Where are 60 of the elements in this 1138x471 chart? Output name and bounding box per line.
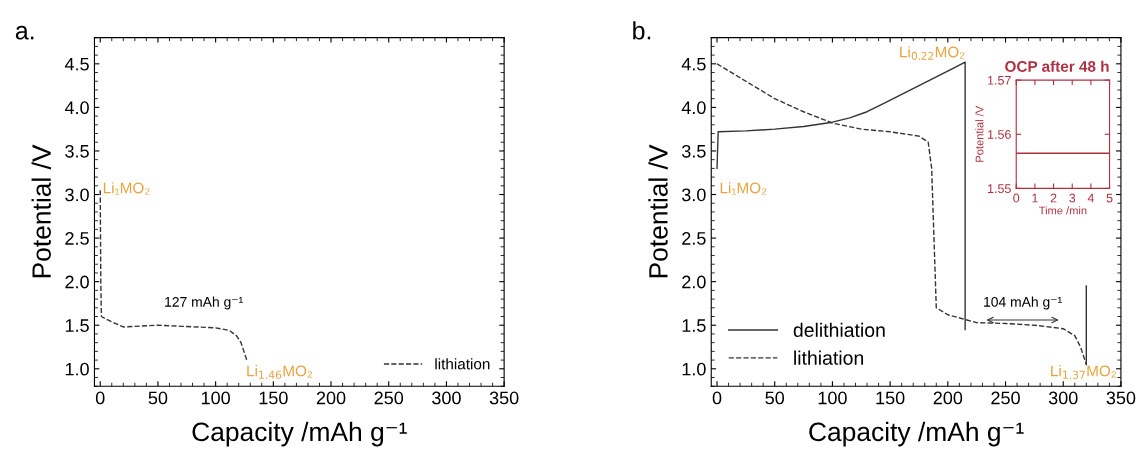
y-tick-label: 4.5 [64,57,89,71]
y-tick-label: 2.0 [65,275,89,289]
x-tick-label: 200 [316,391,346,405]
x-tick-label: 5 [1106,193,1113,203]
annotation: Li$_{0.22}$MO₂ [900,46,965,60]
y-tick-label: 4.0 [681,101,706,115]
annotation: 127 mAh g⁻¹ [165,296,243,310]
y-tick-label: 1.0 [682,362,706,376]
annotation: 104 mAh g⁻¹ [984,296,1062,310]
x-tick-label: 50 [148,391,168,405]
x-axis-title: Time /min [1038,206,1087,215]
x-axis-title: Capacity /mAh g⁻¹ [809,421,1024,447]
y-tick-label: 2.0 [682,275,706,289]
chart-title: a. [15,25,34,40]
x-tick-label: 1 [1032,193,1038,203]
annotation: Li$_{1.46}$MO₂ [247,365,313,379]
y-axis-title: Potential /V [31,144,51,278]
y-tick-label: 3.0 [681,188,706,202]
y-tick-label: 1.0 [65,362,89,376]
x-tick-label: 350 [1106,391,1136,405]
x-tick-label: 300 [1048,391,1078,405]
x-tick-label: 250 [991,391,1020,405]
y-tick-label: 3.5 [681,144,706,158]
annotation: Li₁MO₂ [103,182,150,195]
legend-label: lithiation [794,350,863,365]
x-tick-label: 0 [712,391,722,405]
y-tick-label: 4.0 [64,101,89,115]
x-tick-label: 100 [201,391,230,405]
y-tick-label: 1.57 [988,76,1011,85]
y-tick-label: 1.5 [65,319,89,332]
y-tick-label: 3.5 [65,144,89,158]
y-axis-title: Potential /V [975,105,984,162]
chart-title: b. [633,21,651,40]
legend-label: lithiation [435,358,490,370]
x-tick-label: 3 [1069,193,1076,203]
y-tick-label: 2.5 [682,232,706,245]
chart-title: OCP after 48 h [1005,60,1109,72]
x-tick-label: 0 [95,391,105,405]
y-tick-label: 1.55 [988,184,1011,194]
x-axis-title: Capacity /mAh g⁻¹ [192,421,407,447]
x-tick-label: 0 [1013,193,1020,203]
y-tick-label: 3.0 [65,188,89,202]
annotation: Li$_{1.37}$MO₂ [1051,365,1116,379]
x-tick-label: 4 [1087,193,1094,203]
y-tick-label: 1.56 [988,130,1011,139]
x-tick-label: 350 [489,391,519,405]
x-tick-label: 150 [876,391,905,405]
legend-label: delithiation [793,322,885,338]
y-tick-label: 4.5 [681,57,706,71]
x-tick-label: 200 [933,391,963,405]
x-tick-label: 100 [818,391,847,405]
y-tick-label: 2.5 [65,232,89,245]
x-tick-label: 250 [374,391,404,405]
x-tick-label: 50 [765,391,785,405]
x-tick-label: 150 [259,391,288,405]
annotation: Li₁MO₂ [720,182,767,195]
x-tick-label: 300 [432,391,461,405]
x-tick-label: 2 [1050,193,1057,203]
y-axis-title: Potential /V [648,144,668,278]
y-tick-label: 1.5 [682,319,706,332]
